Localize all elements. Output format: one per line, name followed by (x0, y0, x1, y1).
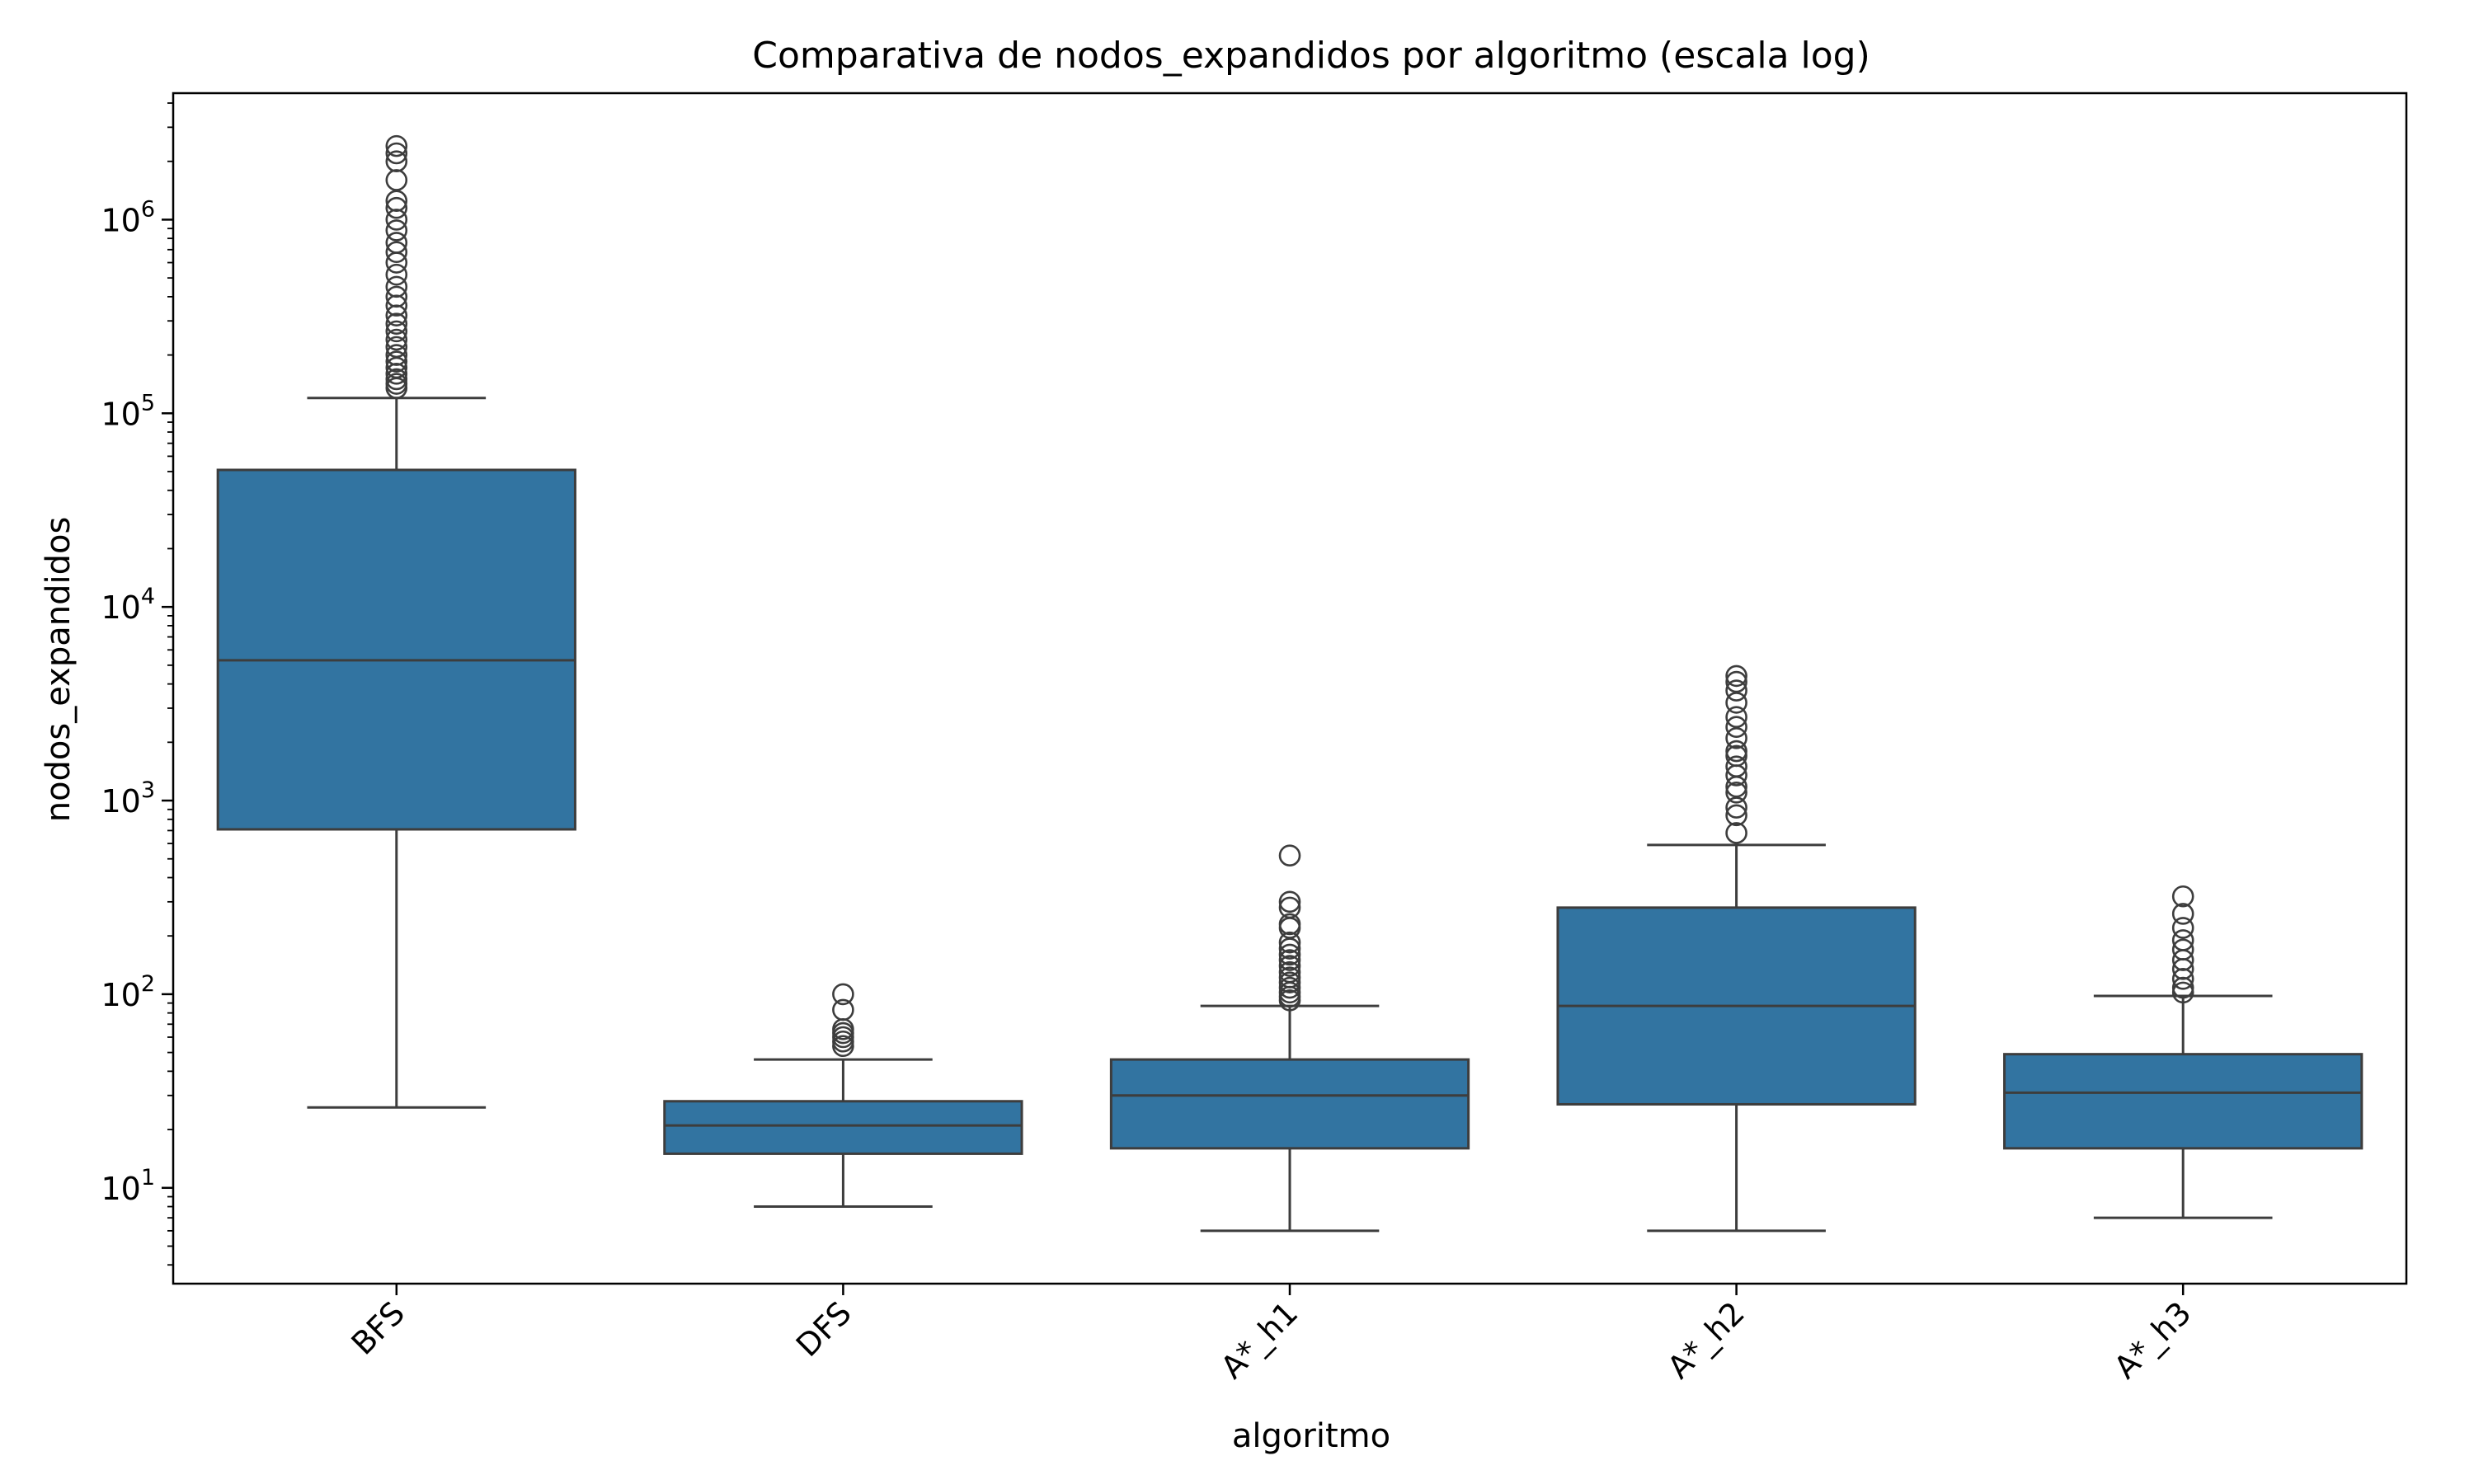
outlier-point (1278, 960, 1301, 984)
outlier-point (832, 998, 854, 1021)
outlier-point (385, 336, 408, 359)
outlier-point (385, 368, 408, 391)
outlier-point (1278, 955, 1301, 977)
chart-title: Comparativa de nodos_expandidos por algo… (752, 35, 1870, 77)
outlier-point (1725, 755, 1747, 777)
outlier-point (385, 263, 408, 286)
box-iqr (663, 1100, 1023, 1155)
outlier-point (385, 241, 408, 264)
y-tick-label: 103 (101, 777, 155, 819)
outlier-point (2171, 885, 2194, 908)
outlier-point (385, 196, 408, 219)
y-tick-label: 105 (101, 390, 155, 432)
y-axis-label: nodos_expandidos (40, 517, 78, 823)
outlier-point (1278, 931, 1301, 954)
outlier-point (385, 169, 408, 191)
outlier-point (2171, 938, 2194, 961)
outlier-point (385, 142, 408, 165)
outlier-point (1725, 706, 1747, 729)
box-group-0 (216, 134, 576, 1109)
plot-area: 101 102 103 104 105 106 BFS DFS A*_h1 A*_h2 A*_h3 (101, 92, 2408, 1386)
outlier-point (385, 219, 408, 242)
outlier-point (385, 320, 408, 343)
outlier-point (1725, 782, 1747, 804)
outlier-point (832, 983, 854, 1006)
outlier-point (1725, 727, 1747, 749)
outlier-point (385, 285, 408, 308)
outlier-point (385, 312, 408, 335)
outlier-point (1725, 804, 1747, 827)
box-group-4 (2003, 885, 2363, 1219)
box-group-3 (1556, 665, 1917, 1233)
outlier-point (1725, 740, 1747, 763)
outlier-point (1725, 796, 1747, 819)
outlier-point (1278, 913, 1301, 936)
outlier-point (385, 232, 408, 254)
outlier-point (1278, 890, 1301, 913)
y-tick-label: 106 (101, 196, 155, 238)
outlier-point (1278, 943, 1301, 966)
x-tick-label: DFS (789, 1294, 858, 1364)
outlier-point (385, 134, 408, 157)
box-iqr (216, 468, 576, 831)
outlier-point (385, 275, 408, 298)
box-group-1 (663, 983, 1023, 1209)
x-tick-label: A*_h3 (2107, 1294, 2198, 1385)
outlier-point (1278, 896, 1301, 919)
outlier-point (2171, 903, 2194, 925)
outlier-point (385, 350, 408, 373)
outlier-point (1278, 971, 1301, 993)
outlier-point (1725, 744, 1747, 768)
outlier-point (1725, 692, 1747, 714)
outlier-point (1725, 822, 1747, 844)
x-tick-label: A*_h1 (1214, 1294, 1305, 1385)
box-iqr (2003, 1053, 2363, 1150)
outlier-point (1278, 976, 1301, 999)
x-tick-label: A*_h2 (1660, 1294, 1751, 1385)
outlier-point (2171, 917, 2194, 939)
x-tick-label: BFS (345, 1294, 412, 1362)
outlier-point (1725, 679, 1747, 702)
y-tick-label: 104 (101, 584, 155, 626)
outlier-point (1278, 966, 1301, 989)
outlier-point (385, 328, 408, 351)
outlier-point (385, 150, 408, 173)
outlier-point (1725, 716, 1747, 739)
x-axis-label: algoritmo (1232, 1417, 1390, 1455)
y-tick-label: 102 (101, 971, 155, 1013)
box-group-2 (1109, 844, 1470, 1233)
outlier-point (2171, 981, 2194, 1004)
outlier-point (385, 344, 408, 366)
outlier-point (1278, 949, 1301, 971)
outlier-point (1725, 665, 1747, 688)
y-tick-label: 101 (101, 1165, 155, 1207)
outlier-point (1278, 844, 1301, 867)
box-iqr (1109, 1058, 1470, 1150)
outlier-point (2171, 929, 2194, 951)
outlier-point (1725, 670, 1747, 693)
